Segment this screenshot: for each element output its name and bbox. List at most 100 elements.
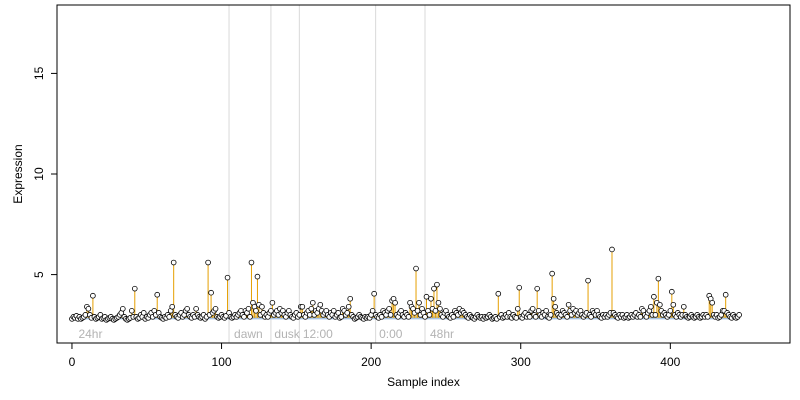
- data-point-160: [308, 305, 315, 312]
- data-point-127: [259, 303, 265, 310]
- data-point-119: [247, 314, 253, 320]
- expression-segments: [86, 249, 728, 318]
- data-point-437: [722, 291, 729, 298]
- data-point-237: [423, 293, 430, 300]
- data-point-68: [170, 259, 177, 266]
- data-point-317: [543, 308, 549, 314]
- data-point-308: [529, 305, 536, 312]
- y-tick-label-15: 15: [32, 66, 46, 80]
- data-point-93: [208, 289, 214, 296]
- data-point-311: [534, 285, 540, 292]
- data-point-389: [651, 293, 657, 300]
- data-point-347: [588, 314, 594, 320]
- data-point-400: [667, 308, 674, 314]
- group-labels: 24hr dawn dusk 12:00 0:00 48hr: [78, 327, 454, 341]
- x-tick-label-0: 0: [69, 355, 76, 369]
- data-point-321: [549, 270, 555, 277]
- data-point-184: [344, 310, 351, 316]
- data-point-320: [547, 312, 554, 318]
- data-point-133: [268, 308, 274, 314]
- data-point-323: [552, 303, 558, 310]
- data-point-67: [169, 303, 175, 310]
- data-point-216: [392, 299, 398, 306]
- data-point-124: [254, 273, 261, 280]
- data-point-213: [387, 312, 394, 318]
- data-point-65: [166, 314, 172, 320]
- group-label-1: dawn: [234, 327, 263, 341]
- plot-frame: [56, 4, 791, 344]
- data-point-240: [428, 295, 434, 302]
- data-point-14: [90, 292, 96, 299]
- data-point-236: [422, 314, 428, 320]
- data-point-345: [585, 277, 591, 284]
- data-point-96: [212, 305, 219, 312]
- data-point-201: [369, 308, 376, 314]
- data-point-387: [648, 303, 654, 310]
- x-axis-label: Sample index: [387, 375, 460, 389]
- data-point-34: [120, 305, 126, 312]
- data-point-175: [330, 308, 337, 314]
- data-point-322: [550, 295, 557, 302]
- x-tick-label-100: 100: [212, 355, 232, 369]
- x-tick-label-400: 400: [660, 355, 680, 369]
- data-point-310: [532, 314, 539, 320]
- data-point-207: [378, 314, 385, 320]
- data-point-104: [224, 274, 231, 281]
- data-point-57: [154, 291, 161, 298]
- y-tick-label-10: 10: [32, 167, 46, 181]
- data-point-77: [184, 305, 190, 312]
- data-point-152: [296, 312, 303, 318]
- data-point-402: [670, 301, 677, 308]
- data-point-9: [82, 312, 89, 318]
- data-point-166: [317, 301, 324, 308]
- data-point-299: [516, 284, 523, 291]
- data-point-243: [432, 308, 439, 314]
- data-point-428: [709, 299, 716, 306]
- group-label-5: 48hr: [430, 327, 454, 341]
- data-point-232: [416, 299, 422, 306]
- group-label-2: dusk: [274, 327, 300, 341]
- data-point-255: [450, 314, 457, 320]
- data-point-425: [704, 314, 711, 320]
- y-axis: 5 10 15: [32, 66, 58, 278]
- data-point-306: [526, 314, 533, 320]
- data-point-83: [193, 305, 199, 312]
- y-axis-label: Expression: [11, 144, 25, 203]
- data-point-245: [435, 299, 442, 306]
- data-point-361: [609, 246, 615, 253]
- x-tick-label-200: 200: [361, 355, 381, 369]
- data-point-115: [241, 314, 247, 320]
- data-point-332: [565, 301, 572, 308]
- data-point-202: [371, 290, 377, 297]
- data-point-380: [637, 314, 644, 320]
- data-point-120: [248, 259, 255, 266]
- data-point-154: [299, 303, 306, 310]
- data-point-186: [347, 295, 354, 302]
- data-point-390: [652, 312, 659, 318]
- data-point-118: [245, 305, 252, 312]
- y-tick-label-5: 5: [32, 271, 46, 278]
- data-point-446: [736, 312, 742, 318]
- data-point-231: [414, 308, 421, 314]
- data-point-393: [657, 301, 663, 308]
- data-point-225: [405, 314, 412, 320]
- data-point-178: [335, 310, 342, 316]
- data-point-285: [495, 290, 502, 297]
- data-point-331: [564, 314, 570, 320]
- data-point-180: [338, 314, 345, 320]
- group-label-3: 12:00: [303, 327, 333, 341]
- data-point-246: [437, 305, 443, 312]
- x-axis: 0 100 200 300 400: [69, 342, 681, 369]
- data-point-123: [253, 308, 259, 314]
- data-point-392: [655, 275, 662, 282]
- group-label-4: 0:00: [379, 327, 403, 341]
- data-point-42: [131, 285, 138, 292]
- data-point-11: [85, 305, 92, 312]
- data-point-244: [434, 281, 440, 288]
- data-point-134: [269, 299, 276, 306]
- data-point-159: [307, 312, 313, 318]
- data-point-48: [140, 310, 147, 316]
- expression-points: [69, 246, 742, 323]
- data-point-212: [386, 305, 392, 312]
